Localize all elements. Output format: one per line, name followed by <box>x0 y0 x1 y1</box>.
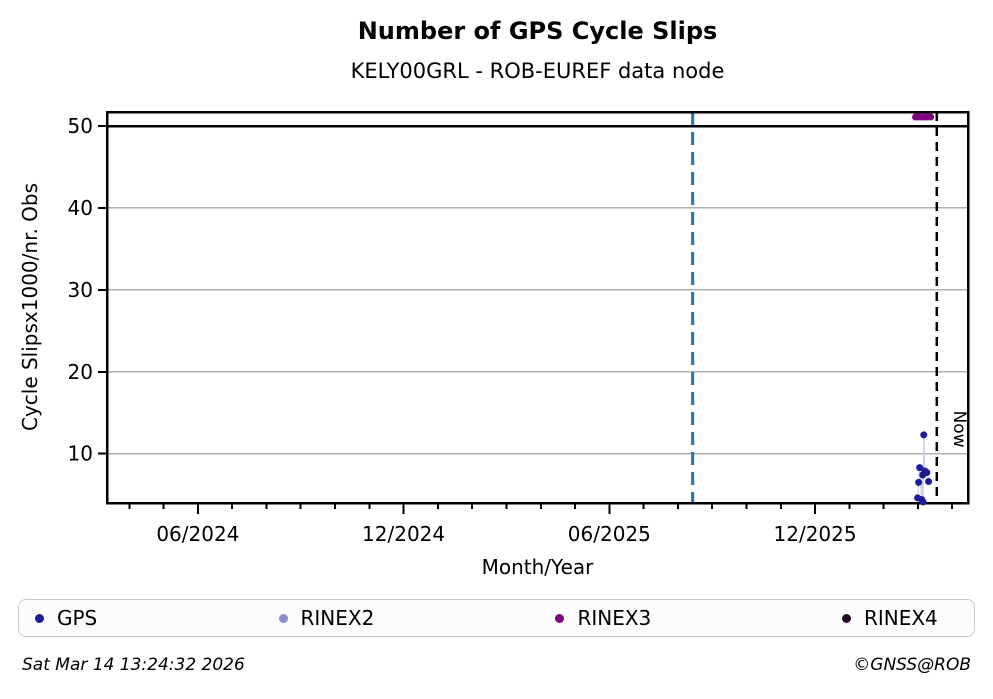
y-tick-label: 30 <box>68 278 93 302</box>
y-tick-label: 10 <box>68 442 93 466</box>
y-tick-label: 40 <box>68 196 93 220</box>
cycle-slips-plot: 10 20 30 40 50 06/2024 12/2024 06/2025 12/2025 No… <box>68 110 970 546</box>
copyright-notice: ©GNSS@ROB <box>853 655 971 675</box>
plot-frame <box>105 110 970 505</box>
rinex4-marker-icon <box>841 613 851 623</box>
gps-marker-icon <box>35 613 44 623</box>
legend-item-rinex3: RINEX3 <box>539 606 826 630</box>
gps-point <box>923 469 931 477</box>
chart-subtitle: KELY00GRL - ROB-EUREF data node <box>350 59 725 83</box>
now-label: Now <box>949 411 969 448</box>
gps-point <box>919 498 927 506</box>
y-tick-label: 20 <box>68 360 93 384</box>
legend-label-rinex4: RINEX4 <box>863 606 938 630</box>
plot-timestamp: Sat Mar 14 13:24:32 2026 <box>22 655 245 675</box>
chart-title: Number of GPS Cycle Slips <box>357 17 718 45</box>
y-tick-label: 50 <box>68 114 93 138</box>
rinex3-point <box>927 113 935 121</box>
gps-point <box>925 478 933 486</box>
legend-label-gps: GPS <box>57 606 98 630</box>
legend-label-rinex2: RINEX2 <box>300 606 375 630</box>
rinex2-marker-icon <box>278 613 288 623</box>
x-tick-label: 06/2025 <box>568 522 651 546</box>
rinex3-marker-icon <box>555 613 565 623</box>
gps-point <box>920 431 928 439</box>
legend: GPS RINEX2 RINEX3 RINEX4 <box>18 599 975 637</box>
legend-item-rinex4: RINEX4 <box>826 606 974 630</box>
legend-item-gps: GPS <box>19 606 263 630</box>
legend-item-rinex2: RINEX2 <box>263 606 540 630</box>
legend-label-rinex3: RINEX3 <box>577 606 652 630</box>
gps-point <box>916 464 924 472</box>
x-axis-label: Month/Year <box>481 555 594 579</box>
x-tick-label: 12/2025 <box>774 522 857 546</box>
gps-point <box>915 478 923 486</box>
x-tick-label: 06/2024 <box>156 522 239 546</box>
y-axis-label: Cycle Slipsx1000/nr. Obs <box>18 182 42 432</box>
x-tick-label: 12/2024 <box>362 522 445 546</box>
